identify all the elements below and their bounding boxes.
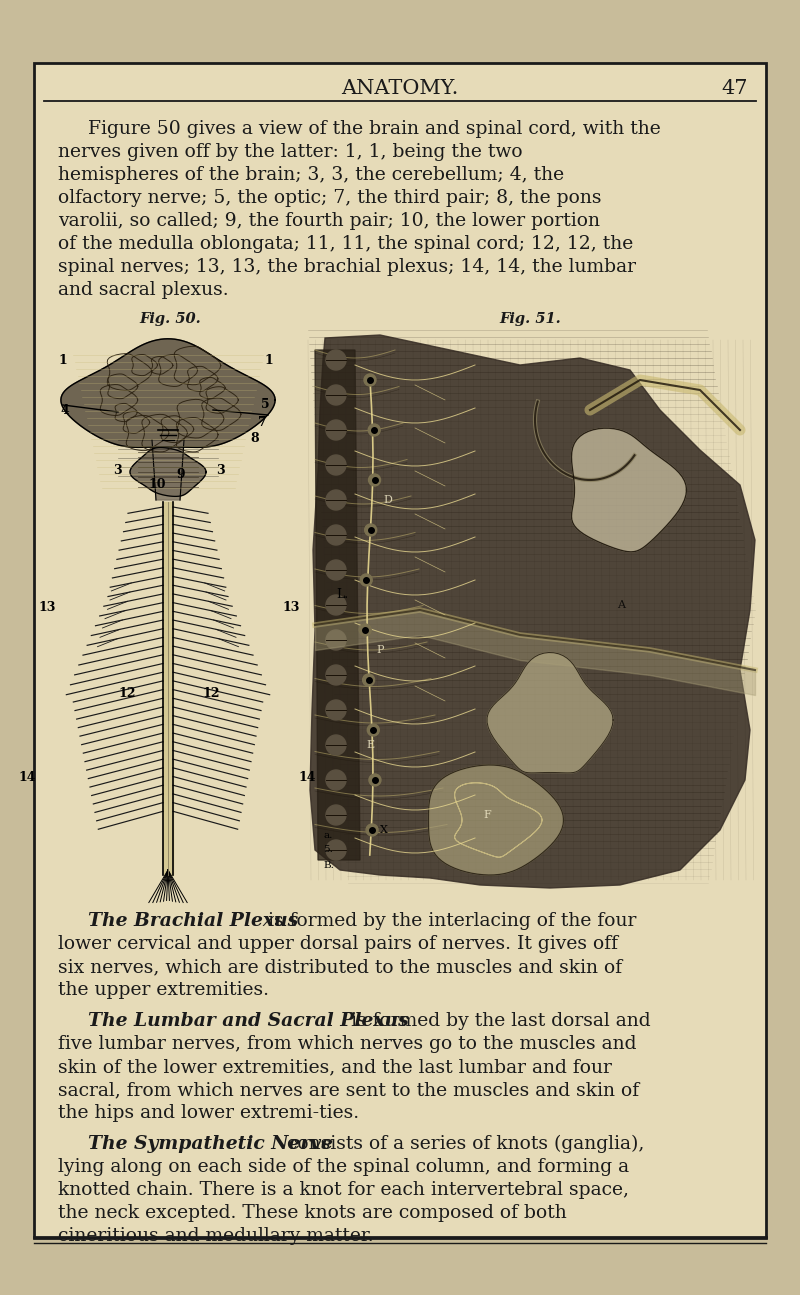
Text: 7: 7 xyxy=(258,416,266,429)
Text: Fig. 50.: Fig. 50. xyxy=(139,312,201,326)
Text: skin of the lower extremities, and the last lumbar and four: skin of the lower extremities, and the l… xyxy=(58,1058,612,1076)
Text: lower cervical and upper dorsal pairs of nerves. It gives off: lower cervical and upper dorsal pairs of… xyxy=(58,935,618,953)
Text: 3: 3 xyxy=(216,464,225,477)
Polygon shape xyxy=(163,502,173,875)
Text: 8: 8 xyxy=(250,431,258,444)
Text: L.: L. xyxy=(336,588,348,601)
Text: B.: B. xyxy=(323,860,334,869)
Circle shape xyxy=(360,574,372,587)
Text: consists of a series of knots (ganglia),: consists of a series of knots (ganglia), xyxy=(281,1134,644,1154)
Text: is formed by the interlacing of the four: is formed by the interlacing of the four xyxy=(262,912,637,930)
Text: E: E xyxy=(366,739,374,750)
Polygon shape xyxy=(487,653,613,773)
Polygon shape xyxy=(152,440,184,500)
Text: cineritious and medullary matter.: cineritious and medullary matter. xyxy=(58,1226,374,1244)
Circle shape xyxy=(362,673,374,686)
Circle shape xyxy=(364,374,376,386)
Text: five lumbar nerves, from which nerves go to the muscles and: five lumbar nerves, from which nerves go… xyxy=(58,1035,637,1053)
Text: Fig. 51.: Fig. 51. xyxy=(499,312,561,326)
Text: 1: 1 xyxy=(265,354,274,366)
Text: spinal nerves; 13, 13, the brachial plexus; 14, 14, the lumbar: spinal nerves; 13, 13, the brachial plex… xyxy=(58,258,636,276)
Text: 12: 12 xyxy=(118,686,135,699)
Circle shape xyxy=(326,629,346,650)
Circle shape xyxy=(369,774,381,786)
Circle shape xyxy=(326,559,346,580)
Text: nerves given off by the latter: 1, 1, being the two: nerves given off by the latter: 1, 1, be… xyxy=(58,142,522,161)
Text: F: F xyxy=(483,809,490,820)
Polygon shape xyxy=(61,339,275,447)
Text: 4: 4 xyxy=(60,404,69,417)
Circle shape xyxy=(326,701,346,720)
Text: A: A xyxy=(617,600,625,610)
Text: 13: 13 xyxy=(283,601,300,614)
Text: lying along on each side of the spinal column, and forming a: lying along on each side of the spinal c… xyxy=(58,1158,629,1176)
Text: 10: 10 xyxy=(148,478,166,492)
Text: P: P xyxy=(376,645,383,655)
Text: The Lumbar and Sacral Plexus: The Lumbar and Sacral Plexus xyxy=(88,1011,409,1030)
Circle shape xyxy=(326,594,346,615)
Text: olfactory nerve; 5, the optic; 7, the third pair; 8, the pons: olfactory nerve; 5, the optic; 7, the th… xyxy=(58,189,602,207)
Text: 47: 47 xyxy=(722,79,748,98)
Circle shape xyxy=(366,824,378,837)
Polygon shape xyxy=(310,335,755,888)
Polygon shape xyxy=(571,429,686,552)
Circle shape xyxy=(326,840,346,860)
Circle shape xyxy=(359,624,371,636)
Circle shape xyxy=(326,771,346,790)
FancyBboxPatch shape xyxy=(34,63,766,1238)
Polygon shape xyxy=(429,765,563,875)
Text: the upper extremities.: the upper extremities. xyxy=(58,982,269,998)
Circle shape xyxy=(326,666,346,685)
Text: is formed by the last dorsal and: is formed by the last dorsal and xyxy=(345,1011,650,1030)
Text: 1: 1 xyxy=(58,354,66,366)
Text: 5.: 5. xyxy=(323,846,333,855)
Circle shape xyxy=(369,474,381,486)
Text: 3: 3 xyxy=(113,464,122,477)
Circle shape xyxy=(367,724,379,736)
Text: D: D xyxy=(383,495,392,505)
Text: and sacral plexus.: and sacral plexus. xyxy=(58,281,229,299)
Text: of the medulla oblongata; 11, 11, the spinal cord; 12, 12, the: of the medulla oblongata; 11, 11, the sp… xyxy=(58,234,634,253)
Circle shape xyxy=(365,524,377,536)
Polygon shape xyxy=(315,350,360,860)
Text: ANATOMY.: ANATOMY. xyxy=(342,79,458,98)
Text: Figure 50 gives a view of the brain and spinal cord, with the: Figure 50 gives a view of the brain and … xyxy=(88,120,661,139)
Text: knotted chain. There is a knot for each intervertebral space,: knotted chain. There is a knot for each … xyxy=(58,1181,629,1199)
Text: sacral, from which nerves are sent to the muscles and skin of: sacral, from which nerves are sent to th… xyxy=(58,1081,639,1099)
Text: The Sympathetic Nerve: The Sympathetic Nerve xyxy=(88,1134,333,1153)
Text: 9: 9 xyxy=(176,469,185,482)
Circle shape xyxy=(368,423,380,436)
Text: X: X xyxy=(380,825,388,835)
Circle shape xyxy=(326,490,346,510)
Circle shape xyxy=(326,350,346,370)
Text: the hips and lower extremi-ties.: the hips and lower extremi-ties. xyxy=(58,1105,359,1121)
Circle shape xyxy=(326,455,346,475)
Circle shape xyxy=(326,805,346,825)
Text: 12: 12 xyxy=(203,686,221,699)
Text: varolii, so called; 9, the fourth pair; 10, the lower portion: varolii, so called; 9, the fourth pair; … xyxy=(58,212,600,231)
Text: The Brachial Plexus: The Brachial Plexus xyxy=(88,912,298,930)
Circle shape xyxy=(326,736,346,755)
Circle shape xyxy=(326,524,346,545)
Text: the neck excepted. These knots are composed of both: the neck excepted. These knots are compo… xyxy=(58,1204,566,1222)
Text: hemispheres of the brain; 3, 3, the cerebellum; 4, the: hemispheres of the brain; 3, 3, the cere… xyxy=(58,166,564,184)
Text: 14: 14 xyxy=(298,772,315,785)
Text: a.: a. xyxy=(323,830,332,839)
Polygon shape xyxy=(130,448,206,496)
Circle shape xyxy=(326,385,346,405)
Circle shape xyxy=(326,420,346,440)
Text: 14: 14 xyxy=(18,772,35,785)
Text: six nerves, which are distributed to the muscles and skin of: six nerves, which are distributed to the… xyxy=(58,958,622,976)
Text: 13: 13 xyxy=(38,601,55,614)
Text: 5: 5 xyxy=(261,399,270,412)
